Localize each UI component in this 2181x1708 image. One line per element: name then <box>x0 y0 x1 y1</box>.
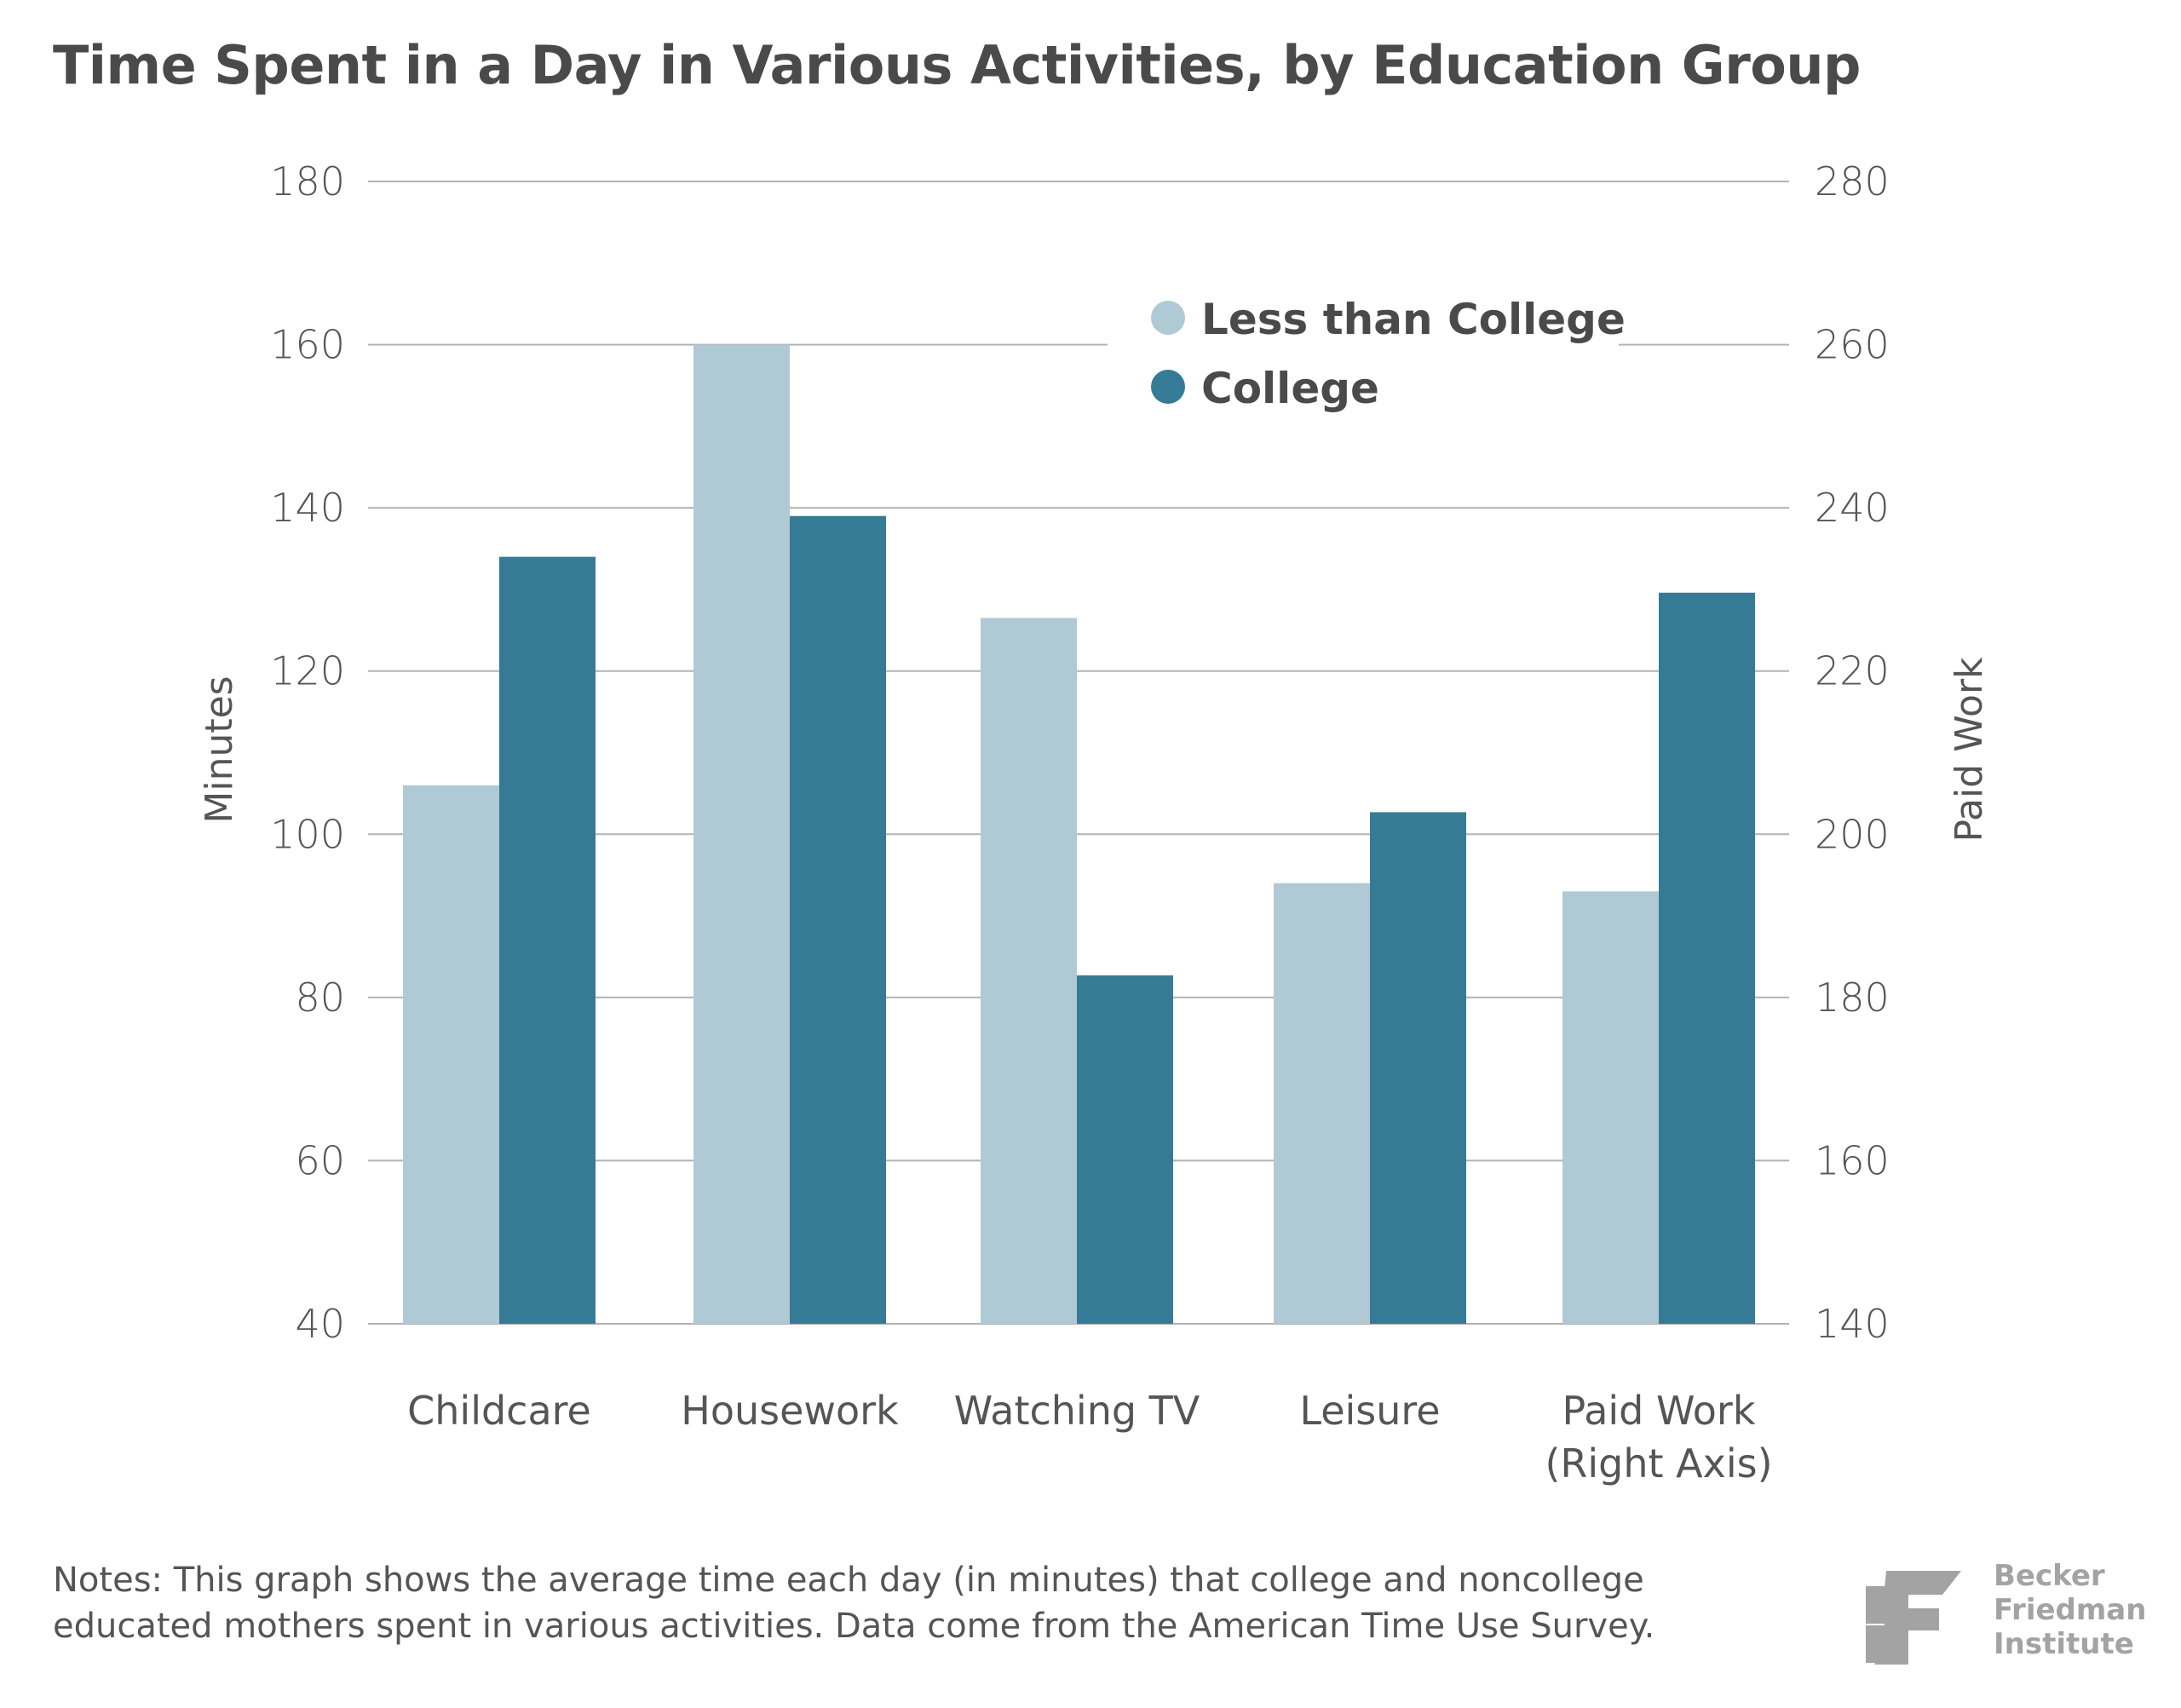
bar-paid-work-right-axis-less-than-college <box>1562 891 1659 1324</box>
y-tick-left-180: 180 <box>270 158 345 204</box>
y-axis-left-title: Minutes <box>198 676 241 823</box>
logo-line-2: Friedman <box>1994 1593 2147 1627</box>
bar-childcare-less-than-college <box>403 785 499 1324</box>
legend-swatch-less-than-college <box>1151 301 1185 335</box>
bar-childcare-college <box>499 556 596 1324</box>
y-tick-left-80: 80 <box>295 975 345 1021</box>
y-tick-left-100: 100 <box>270 811 345 857</box>
y-tick-left-60: 60 <box>295 1137 345 1183</box>
y-tick-left-120: 120 <box>270 648 345 694</box>
y-tick-right-260: 260 <box>1815 322 1890 368</box>
bar-watching-tv-college <box>1077 975 1173 1324</box>
y-tick-right-220: 220 <box>1815 648 1890 694</box>
legend-swatch-college <box>1151 370 1185 404</box>
bar-housework-less-than-college <box>693 344 790 1325</box>
becker-friedman-logo: Becker Friedman Institute <box>1866 1559 2155 1670</box>
x-tick-label: Housework <box>681 1388 899 1434</box>
logo-line-3: Institute <box>1994 1627 2134 1661</box>
x-tick-label: (Right Axis) <box>1545 1441 1772 1487</box>
y-tick-left-40: 40 <box>295 1301 345 1347</box>
y-tick-right-160: 160 <box>1815 1137 1890 1183</box>
legend-label-less-than-college: Less than College <box>1201 295 1626 344</box>
notes-line-2: educated mothers spent in various activi… <box>53 1607 1655 1646</box>
bar-paid-work-right-axis-college <box>1659 592 1755 1324</box>
bf-logo-mark-icon <box>1866 1571 1961 1665</box>
logo-line-1: Becker <box>1994 1559 2105 1593</box>
x-tick-label: Watching TV <box>954 1388 1200 1434</box>
chart-title: Time Spent in a Day in Various Activitie… <box>53 34 1861 96</box>
y-tick-right-240: 240 <box>1815 485 1890 531</box>
y-tick-right-280: 280 <box>1815 158 1890 204</box>
y-tick-left-160: 160 <box>270 322 345 368</box>
bar-leisure-college <box>1370 812 1466 1324</box>
y-tick-left-140: 140 <box>270 485 345 531</box>
y-tick-right-180: 180 <box>1815 975 1890 1021</box>
bar-housework-college <box>790 515 886 1324</box>
y-tick-right-140: 140 <box>1815 1301 1890 1347</box>
chart-notes: Notes: This graph shows the average time… <box>53 1557 1757 1649</box>
legend-label-college: College <box>1201 364 1379 413</box>
legend: Less than College College <box>1108 281 1626 434</box>
bar-leisure-less-than-college <box>1274 883 1370 1324</box>
y-tick-right-200: 200 <box>1815 811 1890 857</box>
y-axis-right-title: Paid Work <box>1948 657 1991 842</box>
y-axis-left: 40 60 80 100 120 140 160 180 <box>270 158 345 1347</box>
x-tick-label: Leisure <box>1299 1388 1440 1434</box>
x-axis: Childcare Housework Watching TV Leisure Paid… <box>407 1388 1772 1487</box>
legend-background <box>1108 281 1619 434</box>
bar-watching-tv-less-than-college <box>981 618 1077 1324</box>
notes-line-1: Notes: This graph shows the average time… <box>53 1561 1644 1600</box>
x-tick-label: Paid Work <box>1562 1388 1756 1434</box>
bar-chart: 40 60 80 100 120 140 160 180 140 160 180 200 220 240… <box>198 158 1991 1487</box>
bars <box>403 344 1755 1325</box>
y-axis-right: 140 160 180 200 220 240 260 280 <box>1815 158 1890 1347</box>
x-tick-label: Childcare <box>407 1388 591 1434</box>
